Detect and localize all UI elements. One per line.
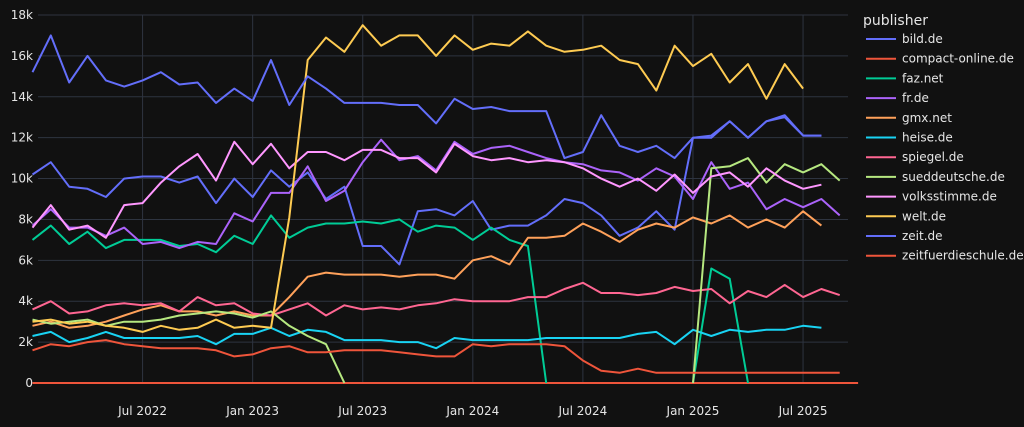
x-tick-label: Jul 2024 xyxy=(557,404,607,418)
series-line-volksstimme-de xyxy=(31,140,822,239)
legend-label-welt-de: welt.de xyxy=(902,209,946,223)
legend-label-heise-de: heise.de xyxy=(902,131,953,145)
series-line-zeitfuerdieschule-de xyxy=(32,339,840,374)
series-line-welt-de xyxy=(32,24,804,333)
x-tick-label: Jul 2023 xyxy=(337,404,387,418)
y-tick-label: 2k xyxy=(18,335,33,349)
legend-label-volksstimme-de: volksstimme.de xyxy=(902,190,997,204)
legend-label-faz-net: faz.net xyxy=(902,71,944,85)
series-line-bild-de xyxy=(31,114,822,266)
x-tick-label: Jul 2025 xyxy=(778,404,828,418)
x-axis: Jul 2022 Jan 2023 Jul 2023 Jan 2024 Jul 2024… xyxy=(117,404,827,418)
legend-label-fr-de: fr.de xyxy=(902,91,929,105)
x-tick-label: Jul 2022 xyxy=(117,404,167,418)
y-tick-label: 0 xyxy=(25,376,33,390)
y-tick-label: 10k xyxy=(11,172,33,186)
y-tick-label: 4k xyxy=(18,294,33,308)
legend-label-sueddeutsche-de: sueddeutsche.de xyxy=(902,170,1005,184)
legend: publisher bild.de compact-online.de faz.ne… xyxy=(863,13,1024,263)
x-tick-label: Jan 2025 xyxy=(666,404,720,418)
series-line-gmx-net xyxy=(32,210,823,329)
y-tick-label: 6k xyxy=(18,253,33,267)
y-tick-label: 18k xyxy=(11,8,33,22)
series-line-heise-de xyxy=(32,324,822,350)
legend-title: publisher xyxy=(863,13,928,29)
legend-label-gmx-net: gmx.net xyxy=(902,111,952,125)
y-tick-label: 8k xyxy=(18,212,33,226)
legend-label-zeitfuerdieschule-de: zeitfuerdieschule.de xyxy=(902,249,1024,263)
series-line-spiegel-de xyxy=(32,281,841,317)
x-tick-label: Jan 2023 xyxy=(225,404,279,418)
legend-label-spiegel-de: spiegel.de xyxy=(902,150,964,164)
series-line-sueddeutsche-de xyxy=(32,157,841,384)
series-line-zeit-de xyxy=(31,34,822,160)
y-axis: 0 2k 4k 6k 8k 10k 12k 14k 16k 18k xyxy=(11,8,33,390)
series-lines xyxy=(31,24,859,384)
series-line-fr-de xyxy=(31,138,841,250)
legend-label-compact-online-de: compact-online.de xyxy=(902,52,1014,66)
x-tick-label: Jan 2024 xyxy=(445,404,499,418)
y-tick-label: 16k xyxy=(11,49,33,63)
legend-label-zeit-de: zeit.de xyxy=(902,229,943,243)
y-tick-label: 14k xyxy=(11,90,33,104)
legend-label-bild-de: bild.de xyxy=(902,32,943,46)
y-tick-label: 12k xyxy=(11,131,33,145)
grid xyxy=(38,14,848,384)
